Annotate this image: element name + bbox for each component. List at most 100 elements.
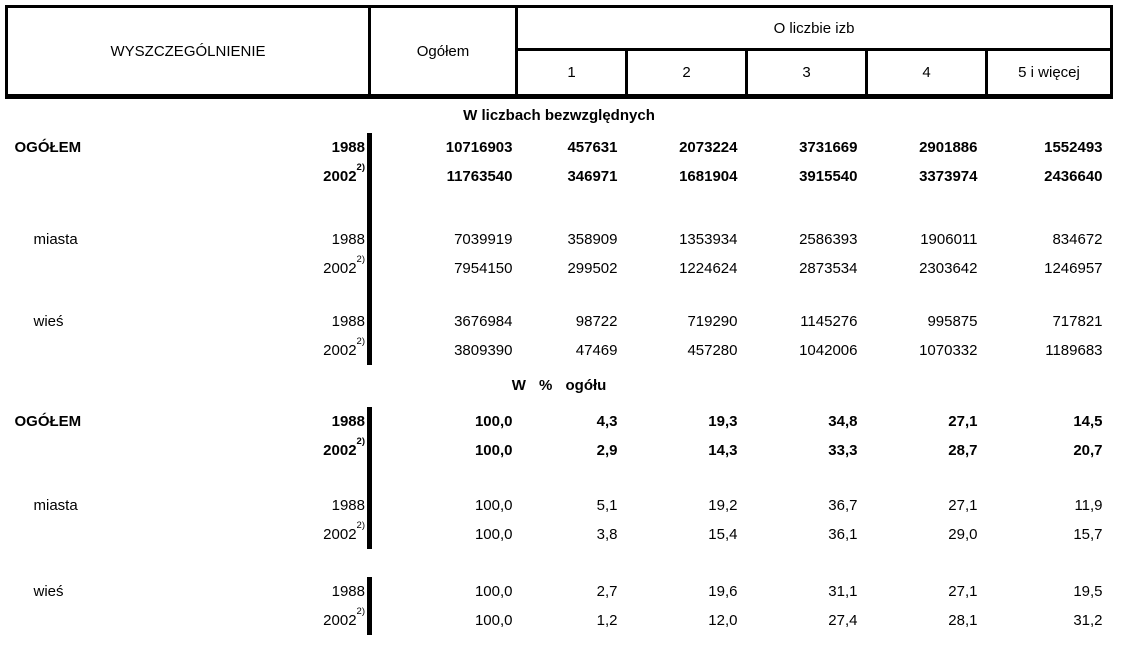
header-row-rooms: 1 2 3 4 5 i więcej — [7, 49, 1114, 99]
table-row: miasta 1988 100,0 5,1 19,2 36,7 27,1 11,… — [7, 490, 1112, 520]
table-row: 20022) 100,0 2,9 14,3 33,3 28,7 20,7 — [7, 435, 1112, 465]
column-header-total: Ogółem — [369, 5, 518, 99]
statistical-table-page: WYSZCZEGÓLNIENIE Ogółem O liczbie izb 1 … — [0, 5, 1126, 651]
table-row: OGÓŁEM 1988 100,0 4,3 19,3 34,8 27,1 14,… — [7, 406, 1112, 436]
cell-value: 27,1 — [948, 496, 978, 514]
cell-value: 36,7 — [828, 496, 858, 514]
cell-value: 7954150 — [454, 259, 513, 277]
cell-value: 346971 — [567, 167, 618, 185]
table-row: OGÓŁEM 1988 10716903 457631 2073224 3731… — [7, 132, 1112, 162]
cell-value: 3,8 — [596, 525, 618, 543]
cell-value: 28,7 — [948, 441, 978, 459]
cell-value: 5,1 — [596, 496, 618, 514]
row-label: miasta — [33, 496, 78, 514]
row-label — [7, 162, 270, 191]
section-title-row: W liczbach bezwzględnych — [7, 97, 1112, 133]
cell-value: 28,1 — [948, 611, 978, 629]
cell-value: 31,1 — [828, 582, 858, 600]
cell-value: 2436640 — [1044, 167, 1103, 185]
section-title-row: W % ogółu — [7, 365, 1112, 407]
cell-value: 19,3 — [708, 412, 738, 430]
table-row: 20022) 7954150 299502 1224624 2873534 23… — [7, 253, 1112, 283]
table-row: wieś 1988 3676984 98722 719290 1145276 9… — [7, 306, 1112, 336]
row-year: 1988 — [269, 576, 372, 606]
cell-value: 2873534 — [799, 259, 858, 277]
cell-value: 3676984 — [454, 312, 513, 330]
row-label — [7, 436, 270, 465]
cell-value: 36,1 — [828, 525, 858, 543]
row-year: 1988 — [269, 132, 372, 162]
cell-value: 98722 — [575, 312, 618, 330]
cell-value: 100,0 — [474, 582, 513, 600]
cell-value: 3373974 — [919, 167, 978, 185]
column-header-rooms-3: 3 — [746, 49, 868, 99]
row-year: 1988 — [269, 306, 372, 336]
cell-value: 29,0 — [948, 525, 978, 543]
column-header-rooms-2: 2 — [626, 49, 748, 99]
cell-value: 457631 — [567, 138, 618, 156]
header-row-top: WYSZCZEGÓLNIENIE Ogółem O liczbie izb — [5, 5, 1114, 99]
cell-value: 33,3 — [828, 441, 858, 459]
cell-value: 27,4 — [828, 611, 858, 629]
cell-value: 2073224 — [679, 138, 738, 156]
cell-value: 3731669 — [799, 138, 858, 156]
cell-value: 31,2 — [1073, 611, 1103, 629]
cell-value: 1070332 — [919, 341, 978, 359]
spacer-row — [7, 464, 1112, 491]
cell-value: 19,2 — [708, 496, 738, 514]
row-year: 1988 — [269, 406, 372, 436]
row-label: wieś — [33, 312, 64, 330]
row-label — [7, 606, 270, 635]
row-label: OGÓŁEM — [14, 412, 82, 430]
cell-value: 1042006 — [799, 341, 858, 359]
cell-value: 14,5 — [1073, 412, 1103, 430]
cell-value: 1189683 — [1045, 341, 1103, 359]
column-header-rooms-5plus: 5 i więcej — [986, 49, 1114, 99]
cell-value: 27,1 — [948, 412, 978, 430]
table-row: 20022) 100,0 3,8 15,4 36,1 29,0 15,7 — [7, 519, 1112, 549]
table-row: 20022) 3809390 47469 457280 1042006 1070… — [7, 335, 1112, 365]
row-label — [7, 254, 270, 283]
row-label: wieś — [33, 582, 64, 600]
cell-value: 2586393 — [799, 230, 858, 248]
cell-value: 834672 — [1052, 230, 1103, 248]
cell-value: 47469 — [575, 341, 618, 359]
footnote-marker: 2) — [356, 519, 365, 531]
row-year: 20022) — [269, 335, 372, 365]
section-title: W % ogółu — [511, 377, 607, 394]
cell-value: 15,7 — [1073, 525, 1103, 543]
cell-value: 20,7 — [1073, 441, 1103, 459]
cell-value: 19,5 — [1073, 582, 1103, 600]
cell-value: 11,9 — [1074, 496, 1103, 514]
cell-value: 1,2 — [596, 611, 618, 629]
cell-value: 1552493 — [1044, 138, 1103, 156]
cell-value: 299502 — [567, 259, 618, 277]
cell-value: 15,4 — [708, 525, 738, 543]
row-label — [7, 336, 270, 365]
column-header-specification: WYSZCZEGÓLNIENIE — [5, 5, 371, 99]
section-title: W liczbach bezwzględnych — [463, 107, 655, 125]
cell-value: 1224624 — [679, 259, 738, 277]
column-header-rooms-1: 1 — [516, 49, 628, 99]
row-label: OGÓŁEM — [14, 138, 82, 156]
row-year: 1988 — [269, 490, 372, 520]
cell-value: 3809390 — [454, 341, 513, 359]
cell-value: 1246957 — [1044, 259, 1103, 277]
cell-value: 100,0 — [474, 611, 513, 629]
column-header-rooms-4: 4 — [866, 49, 988, 99]
cell-value: 2303642 — [919, 259, 978, 277]
cell-value: 719290 — [687, 312, 738, 330]
cell-value: 100,0 — [474, 496, 513, 514]
cell-value: 3915540 — [799, 167, 858, 185]
spacer-row — [7, 549, 1112, 577]
cell-value: 4,3 — [596, 412, 618, 430]
row-year: 20022) — [269, 519, 372, 549]
cell-value: 995875 — [927, 312, 978, 330]
footnote-marker: 2) — [356, 335, 365, 347]
row-label — [7, 520, 270, 549]
cell-value: 457280 — [687, 341, 738, 359]
footnote-marker: 2) — [356, 161, 365, 173]
footnote-marker: 2) — [356, 253, 365, 265]
cell-value: 12,0 — [708, 611, 738, 629]
cell-value: 717821 — [1052, 312, 1103, 330]
